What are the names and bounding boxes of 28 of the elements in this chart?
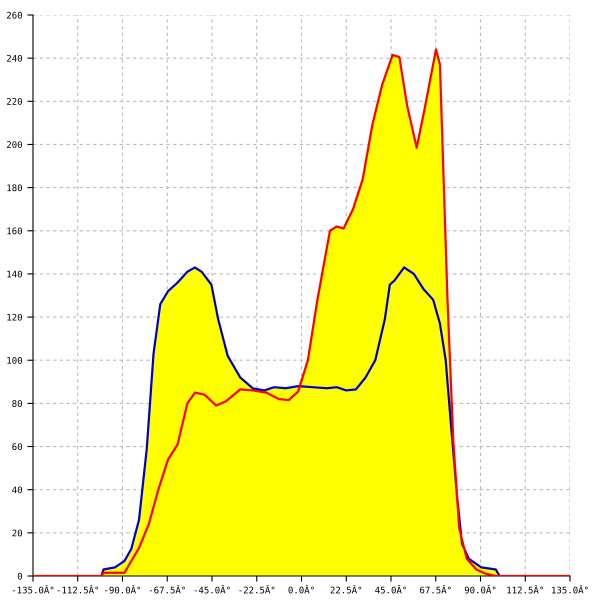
x-tick-label: -135.0Â° [12,584,54,594]
y-tick-label: 200 [6,141,22,148]
y-tick-label: 0 [18,572,22,580]
y-tick-label: 140 [7,270,22,278]
x-tick-label: -90.0Â° [105,584,140,594]
y-tick-label: 60 [12,443,22,450]
y-tick-label: 120 [7,314,22,321]
x-tick-label: 67.5Â° [420,584,451,594]
y-tick-label: 20 [12,530,22,536]
line-series [100,266,501,576]
x-tick-label: 135.0Â° [552,584,588,594]
x-tick-label: -112.5Â° [58,584,98,594]
x-tick-label: -22.5Â° [239,584,274,594]
x-tick-label: -45.0Â° [194,584,230,594]
y-tick-label: 260 [6,12,22,19]
x-tick-label: 22.5Â° [330,584,362,594]
x-tick-label: 45.0Â° [375,584,406,594]
y-tick-label: 180 [7,184,22,192]
y-tick-label: 240 [6,54,22,62]
y-tick-label: 160 [7,228,22,234]
x-tick-label: 112.5Â° [507,584,543,594]
x-tick-label: -67.5Â° [150,584,185,594]
x-tick-label: 90.0Â° [464,584,496,594]
y-tick-label: 220 [6,98,22,105]
y-tick-label: 80 [12,400,22,407]
x-tick-label: 0.0Â° [288,584,314,594]
y-tick-label: 40 [12,486,22,494]
y-tick-label: 100 [7,356,22,364]
